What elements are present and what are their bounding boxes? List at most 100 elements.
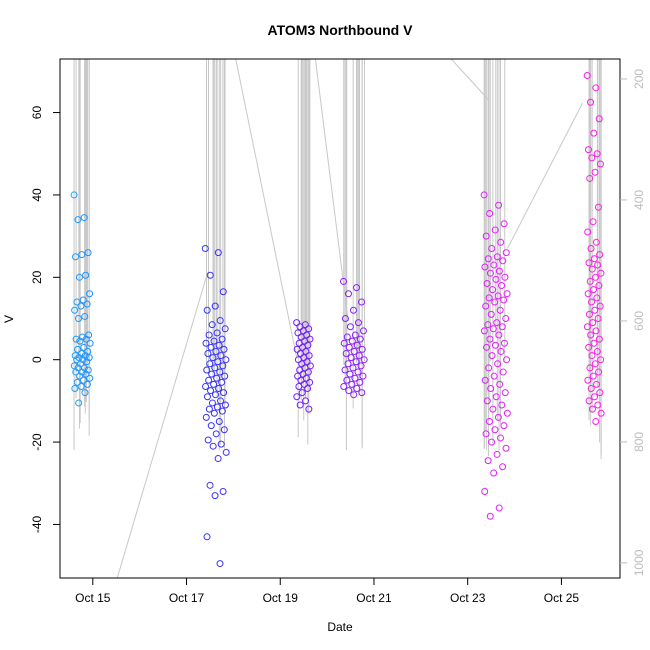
x-axis: Oct 15 Oct 17 Oct 19 Oct 21 Oct 23 Oct 25: [75, 578, 579, 605]
data-point: [593, 380, 601, 388]
data-point: [345, 387, 353, 395]
data-point: [584, 376, 592, 384]
data-point: [203, 393, 211, 401]
data-point: [216, 560, 224, 568]
track-segment: [450, 59, 490, 101]
data-points: [70, 71, 605, 568]
data-point: [207, 387, 215, 395]
data-point: [586, 174, 594, 182]
data-point: [484, 321, 492, 329]
data-point: [503, 409, 511, 417]
x-tick-label: Oct 19: [263, 591, 299, 605]
data-point: [212, 347, 220, 355]
data-point: [214, 455, 222, 463]
data-point: [489, 405, 497, 413]
data-point: [296, 350, 304, 358]
data-point: [587, 98, 595, 106]
data-point: [221, 325, 229, 333]
data-point: [73, 378, 81, 386]
data-point: [86, 290, 94, 298]
data-point: [591, 168, 599, 176]
x-tick-label: Oct 17: [169, 591, 205, 605]
data-point: [482, 302, 490, 310]
data-point: [347, 354, 355, 362]
data-point: [206, 481, 214, 489]
data-point: [490, 469, 498, 477]
data-point: [590, 255, 598, 263]
data-point: [222, 356, 230, 364]
data-point: [341, 366, 349, 374]
data-point: [208, 399, 216, 407]
data-point: [75, 399, 83, 407]
data-point: [349, 306, 357, 314]
data-point: [302, 397, 310, 405]
data-point: [340, 277, 348, 285]
data-point: [212, 430, 220, 438]
data-point: [500, 220, 508, 228]
data-point: [214, 249, 222, 257]
data-point: [296, 323, 304, 331]
data-point: [585, 310, 593, 318]
data-point: [480, 327, 488, 335]
data-point: [71, 306, 79, 314]
data-point: [597, 269, 605, 277]
data-point: [345, 343, 353, 351]
y-tick-label: 60: [30, 106, 44, 120]
data-point: [483, 397, 491, 405]
data-point: [211, 492, 219, 500]
data-point: [589, 372, 597, 380]
data-point: [222, 448, 230, 456]
data-point: [493, 319, 501, 327]
data-point: [587, 331, 595, 339]
data-point: [216, 397, 224, 405]
data-point: [495, 504, 503, 512]
data-point: [354, 319, 362, 327]
data-point: [485, 294, 493, 302]
data-point: [482, 430, 490, 438]
data-point: [211, 364, 219, 372]
data-point: [588, 154, 596, 162]
data-point: [209, 442, 217, 450]
data-point: [587, 385, 595, 393]
data-point: [219, 362, 227, 370]
track-segment: [116, 272, 209, 578]
data-point: [592, 273, 600, 281]
data-point: [595, 335, 603, 343]
data-point: [343, 376, 351, 384]
data-point: [487, 385, 495, 393]
y-axis-right: 200 400 600 800 1000: [620, 69, 646, 576]
data-point: [491, 298, 499, 306]
data-point: [499, 257, 507, 265]
data-point: [489, 325, 497, 333]
data-point: [81, 312, 89, 320]
data-point: [486, 335, 494, 343]
data-point: [340, 382, 348, 390]
data-point: [595, 368, 603, 376]
data-point: [595, 282, 603, 290]
data-point: [500, 422, 508, 430]
data-point: [588, 405, 596, 413]
data-point: [590, 339, 598, 347]
data-point: [594, 261, 602, 269]
data-point: [502, 315, 510, 322]
data-point: [77, 302, 85, 310]
data-point: [216, 317, 224, 325]
data-point: [586, 364, 594, 372]
data-point: [215, 341, 223, 349]
data-point: [494, 292, 502, 300]
data-point: [211, 302, 219, 310]
data-point: [351, 331, 359, 339]
data-point: [298, 360, 306, 368]
data-point: [499, 463, 507, 471]
data-point: [490, 372, 498, 380]
data-point: [205, 376, 213, 384]
data-point: [72, 335, 80, 343]
data-point: [356, 335, 364, 343]
data-point: [584, 146, 592, 154]
data-point: [296, 401, 304, 409]
y-tick-label: 20: [30, 270, 44, 284]
data-point: [493, 450, 501, 458]
data-point: [596, 160, 604, 168]
data-point: [594, 401, 602, 409]
data-point: [210, 337, 218, 345]
